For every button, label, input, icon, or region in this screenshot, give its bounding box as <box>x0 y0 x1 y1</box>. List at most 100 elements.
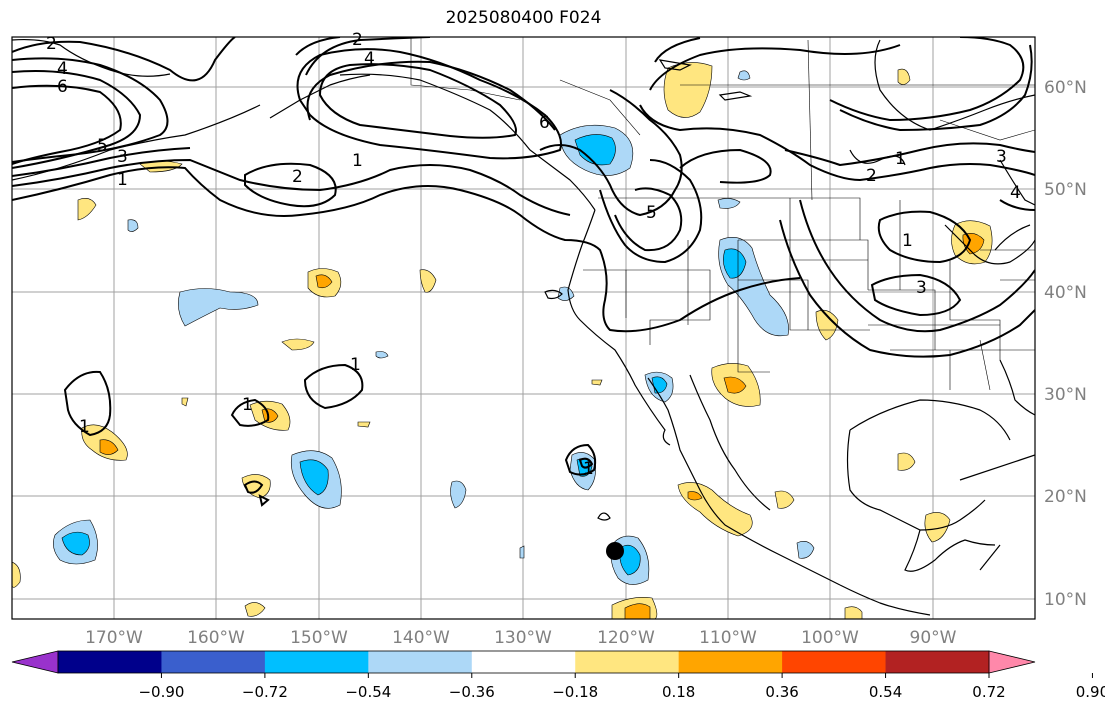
map-title: 2025080400 F024 <box>445 8 602 28</box>
colorbar-swatch <box>471 651 576 673</box>
shade-blob <box>178 288 259 327</box>
colorbar-swatch <box>368 651 473 673</box>
colorbar-tick-label: −0.18 <box>552 683 598 701</box>
colorbar-outline <box>57 650 990 674</box>
shade-blob <box>574 134 616 166</box>
lat-label: 40°N <box>1044 283 1087 303</box>
contour-lines <box>12 37 1035 507</box>
shade-blob <box>619 544 641 576</box>
shade-blob <box>375 351 389 359</box>
contour-label: 5 <box>646 203 657 223</box>
contour-label: 1 <box>352 151 363 171</box>
lon-label: 90°W <box>910 628 957 648</box>
contour-label: 1 <box>902 231 913 251</box>
colorbar: −0.90 −0.72 −0.54 −0.36 −0.18 0.18 0.36 0.54 0.7… <box>11 650 1105 701</box>
shade-blob <box>127 219 139 232</box>
shade-blob <box>815 309 839 341</box>
shade-blob <box>299 459 329 496</box>
shade-blob <box>897 452 916 471</box>
contour-label: 1 <box>895 149 906 169</box>
longitude-labels: 170°W 160°W 150°W 140°W 130°W 120°W 110°… <box>85 628 957 648</box>
colorbar-tick-label: 0.72 <box>972 683 1005 701</box>
contour-label: 2 <box>292 167 303 187</box>
contour-label: 4 <box>364 49 375 69</box>
shade-blob <box>244 602 266 617</box>
contour-label: 4 <box>57 59 68 79</box>
shade-blob <box>717 198 741 209</box>
colorbar-tick-label: −0.90 <box>138 683 184 701</box>
shade-blob <box>687 491 703 501</box>
location-marker <box>606 542 624 560</box>
contour-label: 2 <box>46 34 57 54</box>
lat-label: 10°N <box>1044 590 1087 610</box>
positive-shading <box>12 62 993 619</box>
lat-label: 60°N <box>1044 78 1087 98</box>
contour-label: 3 <box>117 147 128 167</box>
shade-blob <box>624 603 651 619</box>
colorbar-swatch <box>264 651 369 673</box>
shade-blob <box>77 198 97 221</box>
lat-label: 30°N <box>1044 385 1087 405</box>
colorbar-swatch <box>161 651 266 673</box>
colorbar-tick-label: 0.54 <box>869 683 902 701</box>
lon-label: 150°W <box>290 628 348 648</box>
shade-blob <box>924 512 951 543</box>
shade-blob <box>315 274 333 289</box>
colorbar-tick-label: 0.90 <box>1076 683 1105 701</box>
contour-label: 1 <box>79 417 90 437</box>
colorbar-swatch <box>885 651 990 673</box>
lat-label: 50°N <box>1044 180 1087 200</box>
contour-label: 2 <box>866 166 877 186</box>
lon-label: 100°W <box>801 628 859 648</box>
lon-label: 140°W <box>392 628 450 648</box>
contour-label: 1 <box>242 395 253 415</box>
shade-blob <box>774 490 795 509</box>
shade-blob <box>61 531 90 556</box>
colorbar-swatch <box>58 651 162 673</box>
colorbar-extend-high <box>988 650 1036 674</box>
shade-blob <box>723 376 747 394</box>
shade-blob <box>99 439 119 455</box>
colorbar-tick-label: −0.36 <box>449 683 495 701</box>
shade-blob <box>261 408 279 423</box>
latitude-labels: 60°N 50°N 40°N 30°N 20°N 10°N <box>1044 78 1087 610</box>
lon-label: 110°W <box>699 628 757 648</box>
shade-blob <box>450 480 467 509</box>
lon-label: 120°W <box>597 628 655 648</box>
contour-label: 3 <box>996 147 1007 167</box>
shade-blob <box>663 62 713 118</box>
shade-blob <box>281 338 315 351</box>
shade-blob <box>181 397 189 407</box>
lon-label: 130°W <box>494 628 552 648</box>
shade-blob <box>12 561 21 588</box>
lat-label: 20°N <box>1044 487 1087 507</box>
contour-label: 1 <box>117 170 128 190</box>
shade-blob <box>519 545 525 559</box>
contour-label: 3 <box>916 278 927 298</box>
map-frame <box>11 36 1036 620</box>
shade-blob <box>357 421 371 428</box>
contour-label: 5 <box>97 136 108 156</box>
colorbar-swatch <box>678 651 783 673</box>
lon-label: 170°W <box>85 628 143 648</box>
contour-label: 1 <box>583 459 594 479</box>
colorbar-tick-label: −0.54 <box>345 683 391 701</box>
contour-labels: 2 2 4 6 5 3 1 4 6 2 1 2 1 3 4 5 3 1 1 1 … <box>46 30 1021 479</box>
contour-label: 6 <box>57 77 68 97</box>
state-boundaries <box>410 37 1035 391</box>
lon-label: 160°W <box>187 628 245 648</box>
colorbar-tick-label: 0.18 <box>662 683 695 701</box>
contour-label: 4 <box>1010 183 1021 203</box>
shade-blob <box>557 286 575 301</box>
colorbar-tick-label: −0.72 <box>242 683 288 701</box>
colorbar-extend-low <box>11 650 59 674</box>
shade-blob <box>591 379 603 386</box>
colorbar-swatch <box>782 651 887 673</box>
shade-blob <box>844 606 863 619</box>
shade-blob <box>737 70 751 81</box>
shade-blob <box>419 269 437 293</box>
contour-label: 2 <box>352 30 363 50</box>
contour-label: 1 <box>350 355 361 375</box>
colorbar-swatch <box>575 651 680 673</box>
